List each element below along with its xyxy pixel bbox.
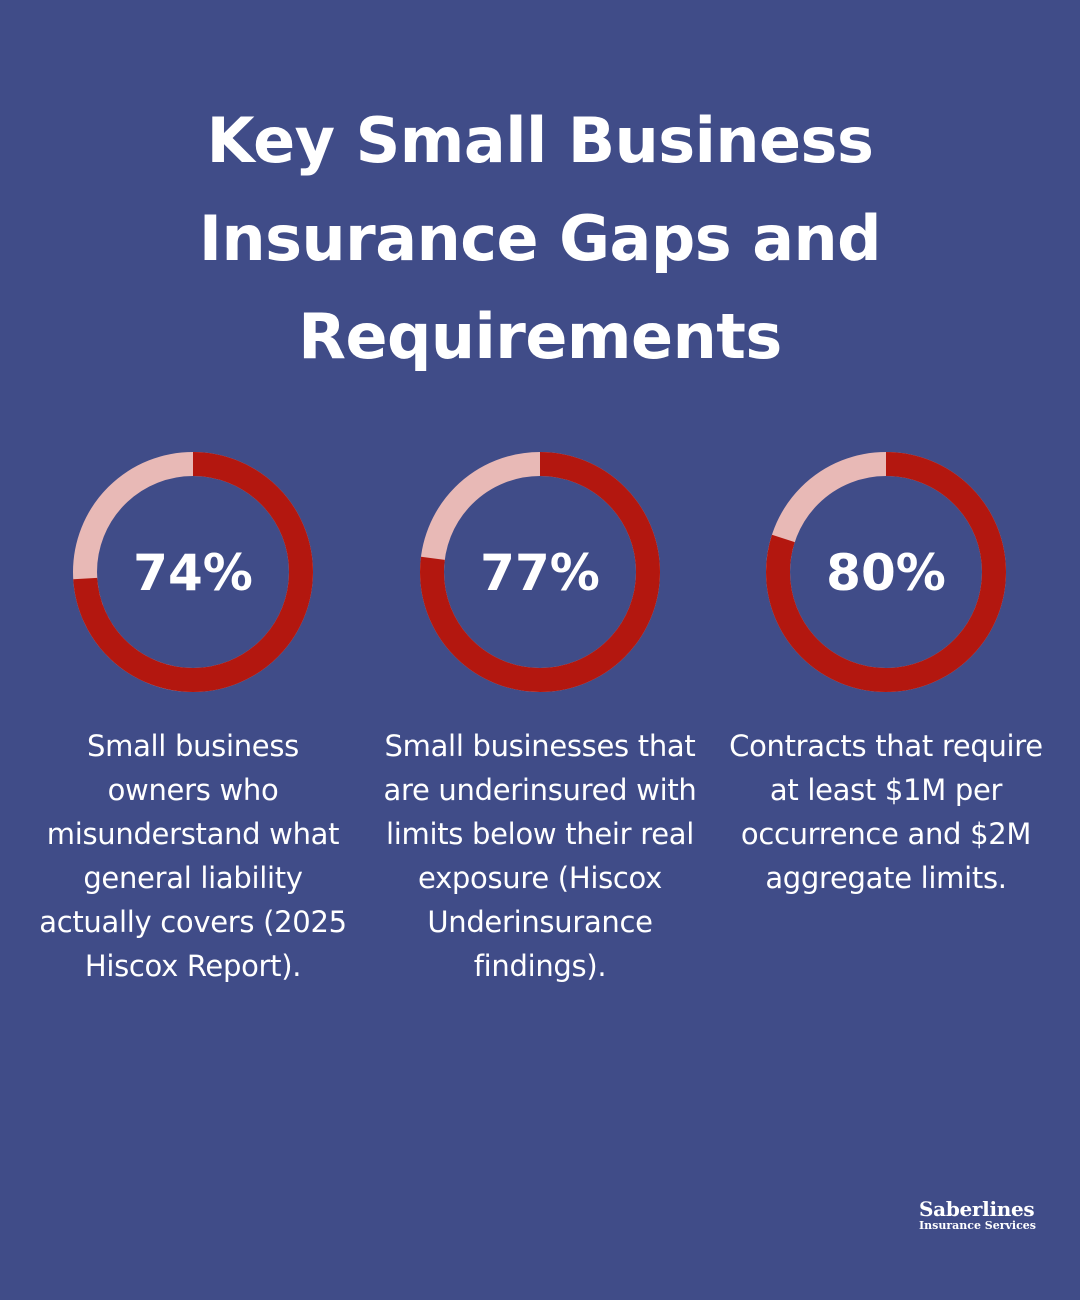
donut-percent-label-2: 77%	[480, 544, 600, 602]
brand-name: Saberlines	[919, 1197, 1035, 1221]
brand-subtitle: Insurance Services	[919, 1219, 1036, 1232]
stat-card-1: 74% Small business owners who misunderst…	[28, 450, 358, 988]
page-title: Key Small Business Insurance Gaps and Re…	[198, 104, 882, 373]
donut-chart-3: 80%	[766, 452, 1006, 692]
donut-value-arc-2	[420, 452, 660, 692]
donut-chart-1: 74%	[73, 452, 313, 692]
donut-percent-label-1: 74%	[133, 544, 253, 602]
donut-value-arc-3	[766, 452, 1006, 692]
stat-card-3: 80% Contracts that require at least $1M …	[721, 450, 1051, 900]
donut-value-arc-1	[73, 452, 313, 692]
brand-logo: Saberlines Insurance Services	[919, 1198, 1036, 1232]
donut-chart-2: 77%	[420, 452, 660, 692]
stat-card-2: 77% Small businesses that are underinsur…	[375, 450, 705, 988]
stat-description-2: Small businesses that are underinsured w…	[383, 729, 697, 983]
stat-description-3: Contracts that require at least $1M per …	[729, 729, 1043, 895]
donut-percent-label-3: 80%	[826, 544, 946, 602]
stat-description-1: Small business owners who misunderstand …	[39, 729, 347, 983]
